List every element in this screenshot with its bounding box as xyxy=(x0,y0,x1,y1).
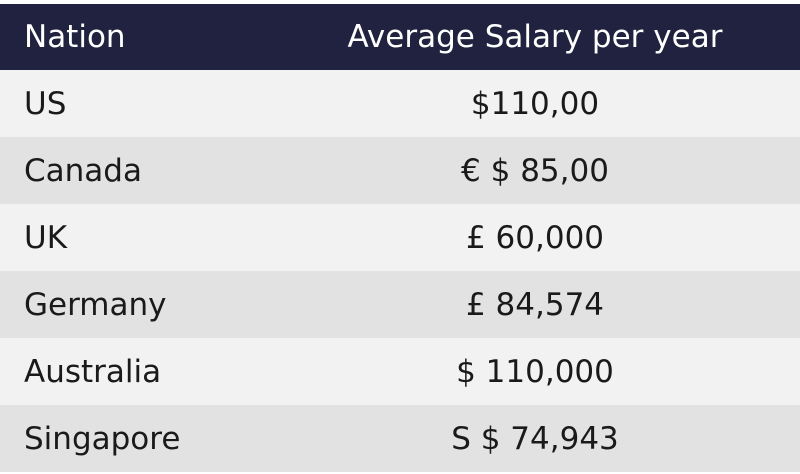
salary-cell: $110,00 xyxy=(470,85,600,122)
table-row: US $110,00 xyxy=(0,70,800,137)
table-row: Singapore S $ 74,943 xyxy=(0,405,800,472)
table-row: UK £ 60,000 xyxy=(0,204,800,271)
nation-cell: US xyxy=(24,85,67,122)
salary-cell: $ 110,000 xyxy=(456,353,614,390)
table-body: US $110,00 Canada € $ 85,00 UK £ 60,000 … xyxy=(0,70,800,472)
table-row: Germany £ 84,574 xyxy=(0,271,800,338)
table-header: Nation Average Salary per year xyxy=(0,0,800,70)
table-row: Canada € $ 85,00 xyxy=(0,137,800,204)
salary-cell: £ 84,574 xyxy=(465,286,605,323)
nation-cell: Germany xyxy=(24,286,167,323)
nation-cell: Australia xyxy=(24,353,162,390)
salary-cell: £ 60,000 xyxy=(465,219,605,256)
nation-cell: Canada xyxy=(24,152,142,189)
header-salary: Average Salary per year xyxy=(347,19,723,55)
nation-cell: UK xyxy=(24,219,68,256)
salary-cell: € $ 85,00 xyxy=(461,152,609,189)
nation-cell: Singapore xyxy=(24,420,181,457)
table-row: Australia $ 110,000 xyxy=(0,338,800,405)
salary-cell: S $ 74,943 xyxy=(451,420,619,457)
header-nation: Nation xyxy=(24,19,126,55)
